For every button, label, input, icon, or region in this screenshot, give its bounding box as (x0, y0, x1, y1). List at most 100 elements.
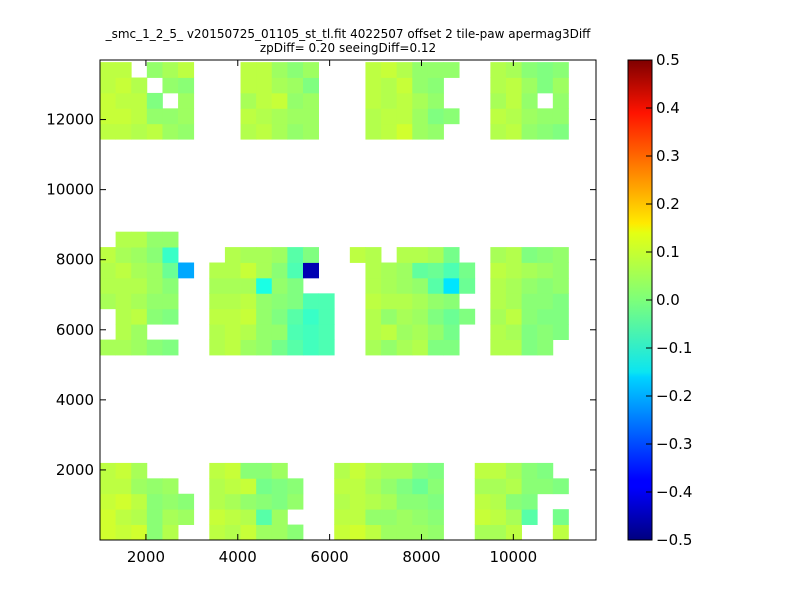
heatmap-cell (537, 62, 554, 78)
colorbar-tick-label: −0.5 (656, 531, 692, 549)
heatmap-cell (115, 478, 132, 495)
heatmap-cell (490, 308, 507, 325)
colorbar-tick-label: −0.1 (656, 339, 692, 357)
heatmap-cell (552, 293, 569, 310)
heatmap-cell (271, 478, 288, 495)
heatmap-cell (521, 247, 538, 263)
heatmap-cell (349, 478, 366, 495)
heatmap-cell (396, 247, 413, 263)
heatmap-cell (365, 77, 382, 94)
heatmap-cell (131, 308, 148, 325)
heatmap-cell (490, 77, 507, 94)
heatmap-cell (537, 262, 554, 279)
heatmap-cell (505, 92, 522, 109)
heatmap-cell (131, 524, 148, 541)
heatmap-cell (240, 478, 257, 495)
heatmap-cell (287, 262, 304, 279)
heatmap-cell (271, 509, 288, 525)
heatmap-cell (287, 247, 304, 263)
heatmap-cell (240, 462, 257, 479)
heatmap-cell (240, 509, 257, 525)
heatmap-cell (162, 308, 179, 325)
y-axis: 2000 4000 6000 8000 10000 12000 (46, 111, 596, 479)
heatmap-cell (115, 493, 132, 510)
heatmap-cell (427, 293, 444, 310)
heatmap-cell (459, 277, 476, 294)
heatmap-cell (412, 277, 429, 294)
heatmap-cell (349, 509, 366, 525)
heatmap-cell (224, 462, 241, 479)
heatmap-cell (349, 247, 366, 263)
heatmap-cell (381, 493, 398, 510)
heatmap-cell (271, 462, 288, 479)
heatmap-cell (427, 77, 444, 94)
heatmap-cell (474, 509, 491, 525)
heatmap-cell (115, 462, 132, 479)
heatmap-cell (162, 77, 179, 94)
heatmap-cell (490, 123, 507, 140)
heatmap-cell (381, 339, 398, 356)
heatmap-cell (240, 62, 257, 78)
heatmap-cell (302, 308, 319, 325)
heatmap-cell (287, 123, 304, 140)
heatmap-cell (381, 277, 398, 294)
heatmap-cell (100, 339, 117, 356)
heatmap-cell (412, 478, 429, 495)
heatmap-cell (146, 509, 163, 525)
heatmap-cell (334, 478, 351, 495)
heatmap-cell (302, 324, 319, 340)
colorbar-tick-label: 0.2 (656, 195, 680, 213)
heatmap-cell (271, 324, 288, 340)
heatmap-cell (115, 308, 132, 325)
heatmap-cell (100, 277, 117, 294)
colorbar-tick-label: 0.5 (656, 51, 680, 69)
heatmap-cell (505, 308, 522, 325)
heatmap-cells (100, 62, 569, 541)
heatmap-cell (224, 478, 241, 495)
heatmap-cell (412, 493, 429, 510)
heatmap-cell (240, 524, 257, 541)
heatmap-cell (302, 92, 319, 109)
heatmap-cell (443, 308, 460, 325)
heatmap-cell (256, 462, 273, 479)
heatmap-cell (256, 339, 273, 356)
heatmap-cell (115, 77, 132, 94)
heatmap-cell (178, 509, 195, 525)
heatmap-cell (287, 92, 304, 109)
heatmap-cell (521, 92, 538, 109)
heatmap-cell (287, 77, 304, 94)
heatmap-cell (443, 324, 460, 340)
heatmap-cell (365, 462, 382, 479)
heatmap-cell (490, 62, 507, 78)
heatmap-cell (256, 92, 273, 109)
heatmap-cell (146, 493, 163, 510)
heatmap-cell (427, 524, 444, 541)
heatmap-cell (334, 493, 351, 510)
heatmap-cell (443, 293, 460, 310)
heatmap-cell (427, 262, 444, 279)
heatmap-cell (365, 509, 382, 525)
heatmap-cell (115, 123, 132, 140)
heatmap-cell (443, 247, 460, 263)
heatmap-cell (381, 509, 398, 525)
heatmap-cell (287, 293, 304, 310)
heatmap-cell (100, 108, 117, 125)
heatmap-cell (271, 493, 288, 510)
heatmap-cell (115, 92, 132, 109)
heatmap-cell (146, 247, 163, 263)
heatmap-cell (427, 339, 444, 356)
y-tick-label: 4000 (56, 391, 94, 409)
heatmap-cell (412, 509, 429, 525)
heatmap-cell (505, 108, 522, 125)
x-tick-label: 2000 (127, 548, 165, 566)
heatmap-cell (100, 493, 117, 510)
heatmap-cell (349, 493, 366, 510)
heatmap-cell (256, 108, 273, 125)
heatmap-cell (271, 524, 288, 541)
heatmap-cell (490, 478, 507, 495)
heatmap-cell (427, 92, 444, 109)
heatmap-cell (271, 123, 288, 140)
heatmap-cell (318, 339, 335, 356)
heatmap-cell (131, 77, 148, 94)
